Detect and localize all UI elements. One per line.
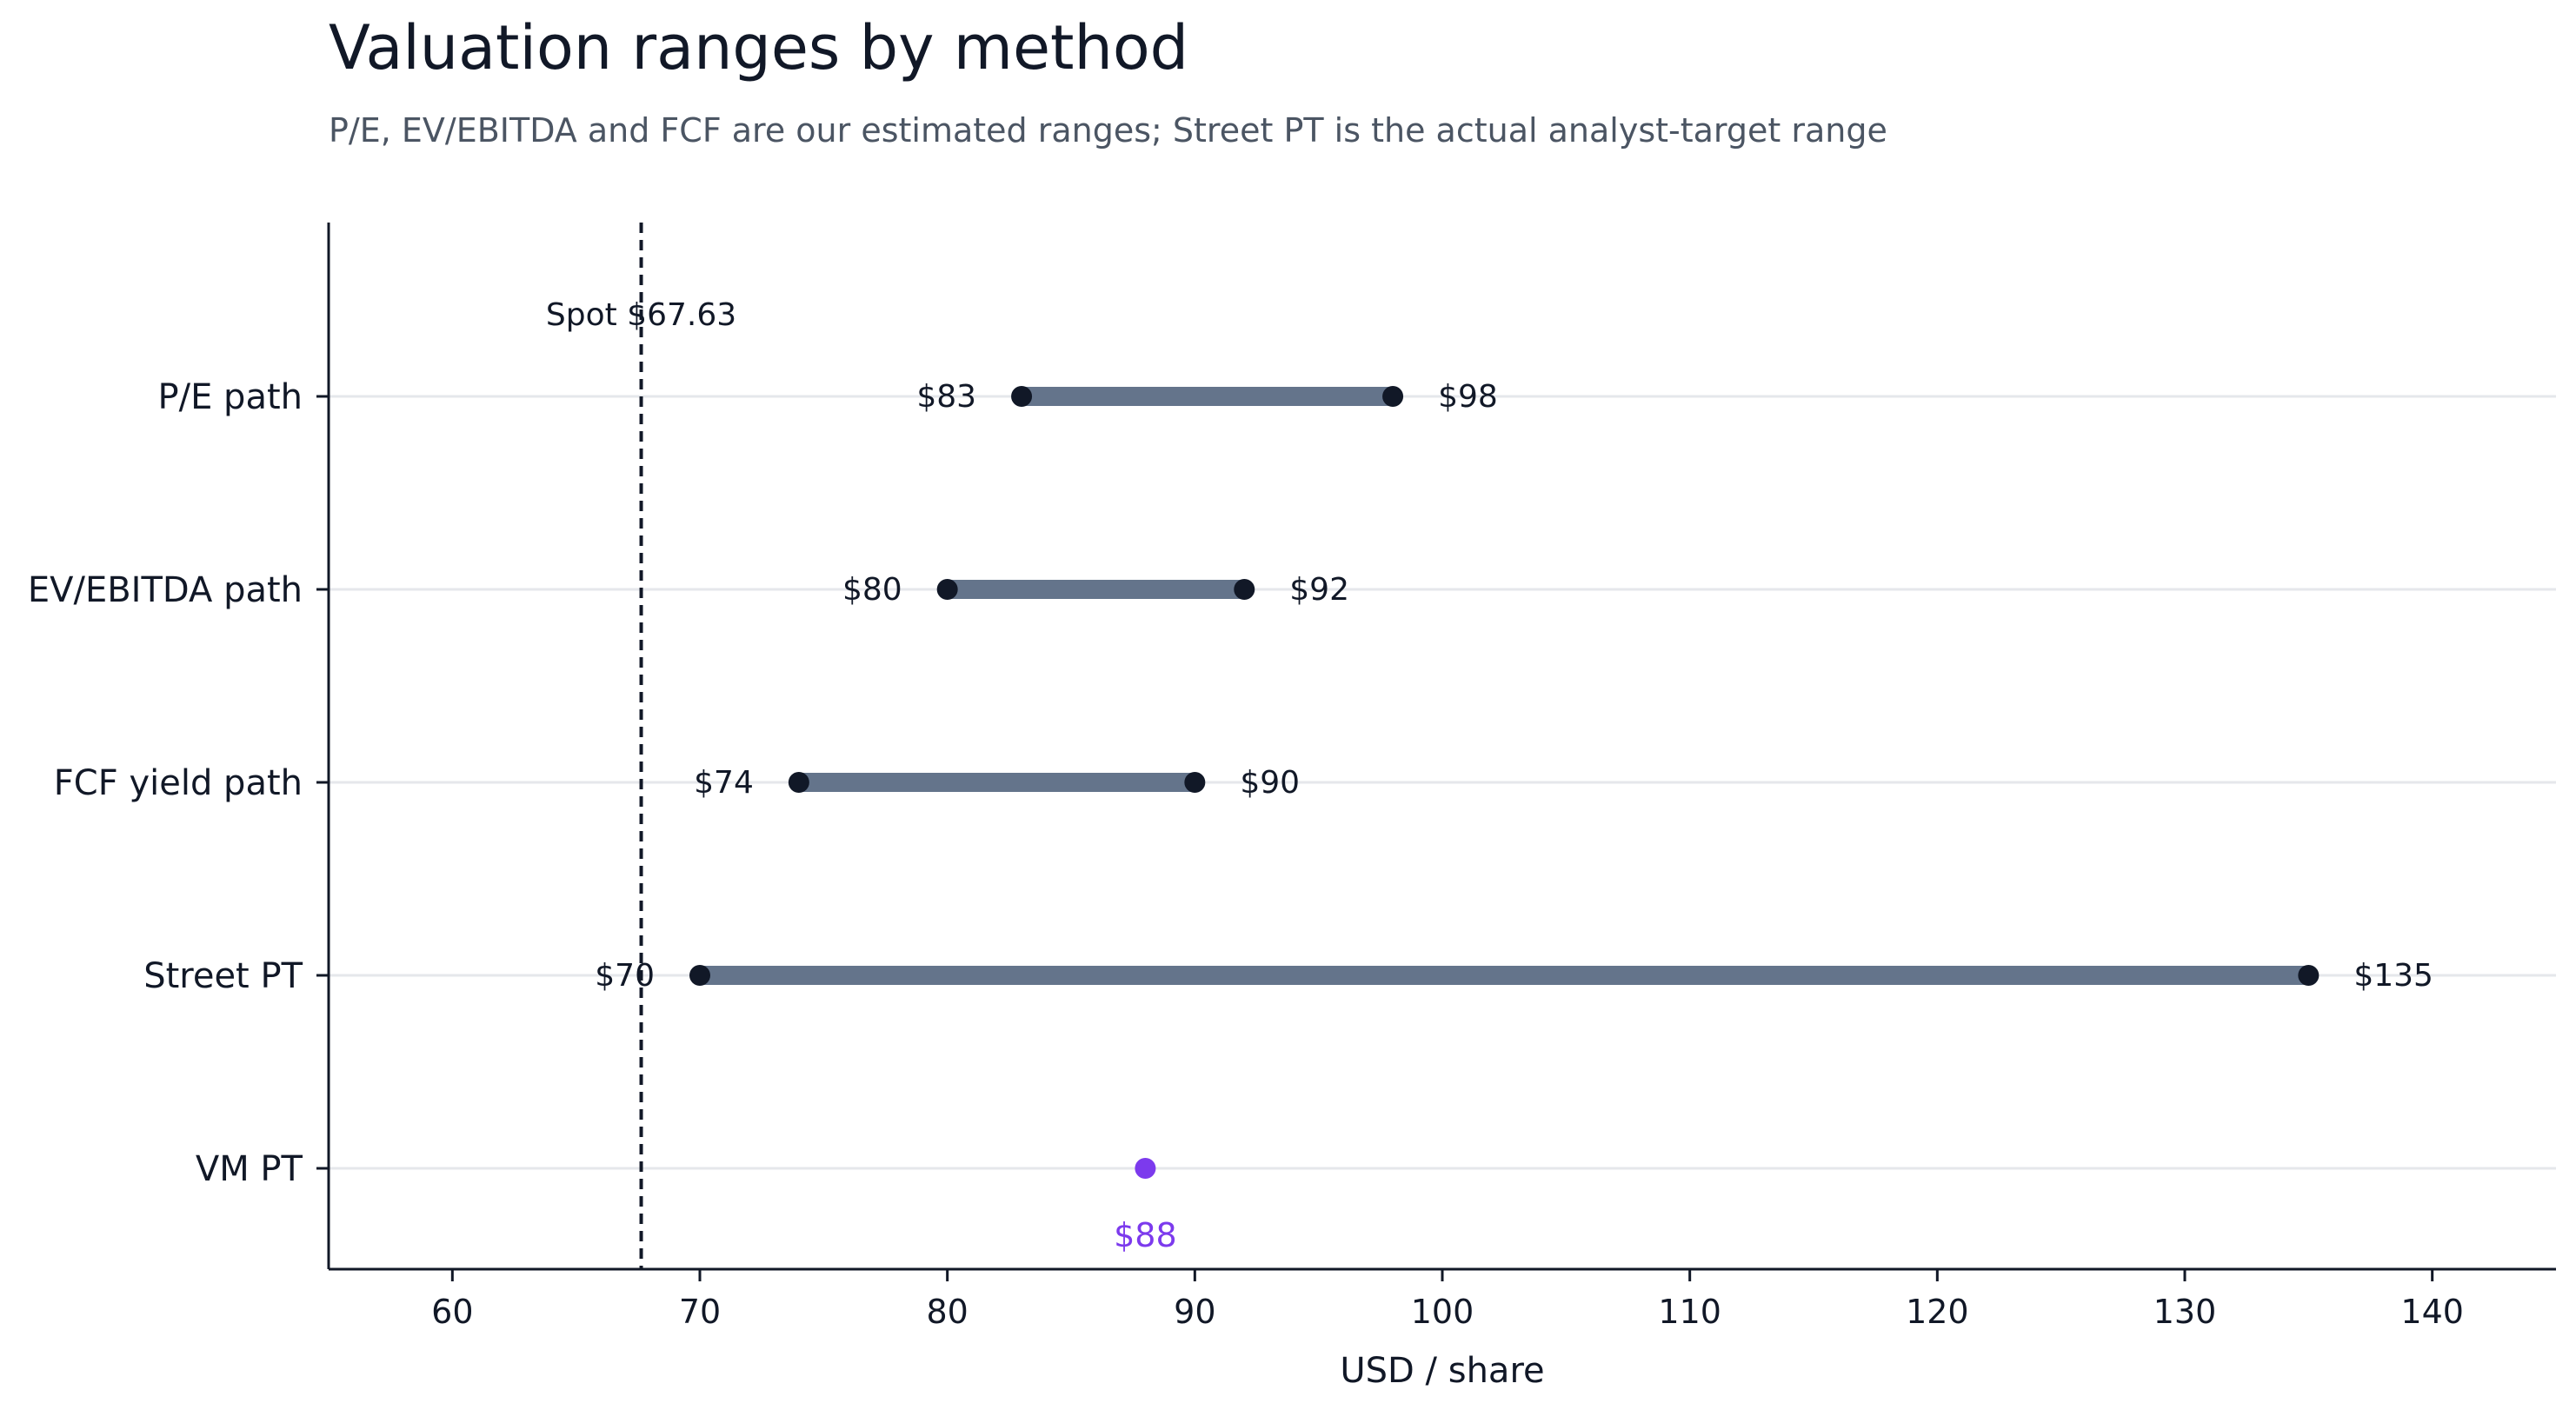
vm-pt-label: $88	[1114, 1216, 1177, 1254]
chart-title: Valuation ranges by method	[329, 12, 1189, 83]
x-tick-label: 120	[1906, 1293, 1969, 1331]
range-high-point	[1382, 386, 1404, 407]
range-low-point	[1011, 386, 1033, 407]
x-tick-label: 70	[679, 1293, 721, 1331]
x-tick-label: 130	[2153, 1293, 2217, 1331]
spot-label: Spot $67.63	[546, 297, 736, 333]
range-low-point	[788, 772, 809, 793]
range-high-label: $98	[1438, 379, 1498, 415]
range-low-label: $83	[916, 379, 976, 415]
x-tick-label: 100	[1411, 1293, 1474, 1331]
x-tick-label: 60	[431, 1293, 473, 1331]
range-high-point	[1184, 772, 1206, 793]
range-high-label: $135	[2353, 958, 2433, 994]
y-category-label: FCF yield path	[54, 763, 303, 803]
chart-subtitle: P/E, EV/EBITDA and FCF are our estimated…	[329, 111, 1887, 150]
y-category-label: Street PT	[143, 956, 303, 996]
y-category-label: P/E path	[157, 377, 303, 417]
range-low-label: $74	[694, 765, 754, 801]
range-low-label: $70	[595, 958, 655, 994]
y-category-label: EV/EBITDA path	[28, 570, 303, 610]
y-category-label: VM PT	[196, 1149, 303, 1189]
x-tick-label: 90	[1174, 1293, 1215, 1331]
x-axis-label: USD / share	[1340, 1351, 1544, 1391]
range-high-point	[2298, 965, 2320, 986]
x-tick-label: 110	[1658, 1293, 1721, 1331]
range-low-point	[936, 579, 958, 600]
x-tick-label: 80	[926, 1293, 968, 1331]
range-low-point	[689, 965, 710, 986]
x-tick-label: 140	[2400, 1293, 2464, 1331]
range-high-label: $90	[1240, 765, 1300, 801]
vm-pt-point	[1135, 1158, 1156, 1179]
range-high-point	[1234, 579, 1255, 600]
range-low-label: $80	[842, 572, 902, 608]
range-high-label: $92	[1289, 572, 1349, 608]
